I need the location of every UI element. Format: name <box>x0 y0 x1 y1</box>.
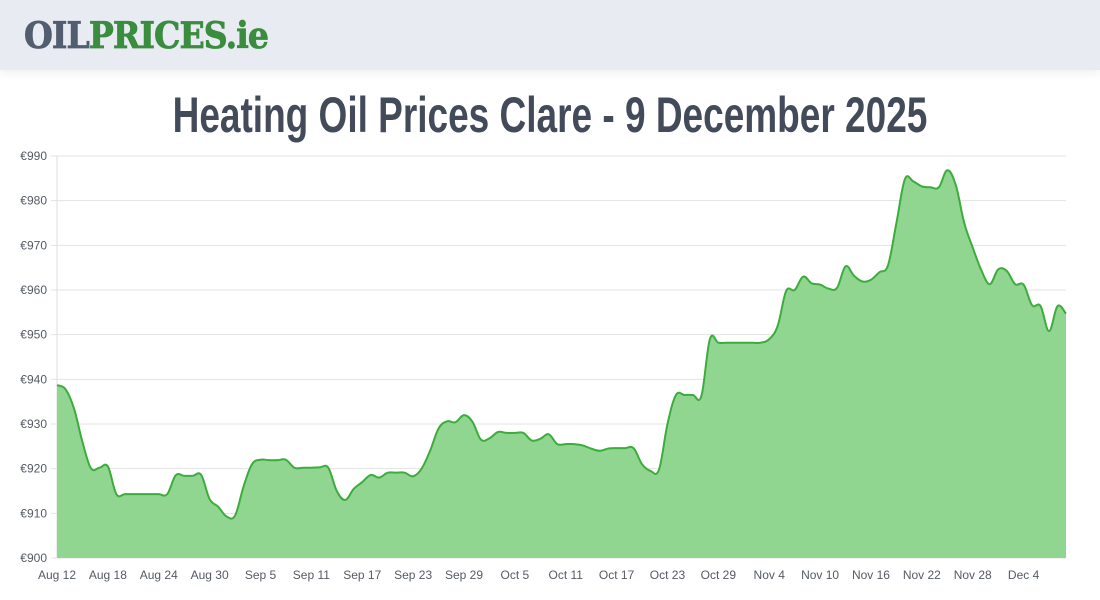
logo-text-oil: OIL <box>24 15 91 57</box>
x-tick-label: Aug 30 <box>191 568 229 582</box>
y-tick-label: €950 <box>20 328 47 342</box>
x-tick-label: Sep 5 <box>245 568 277 582</box>
y-tick-label: €980 <box>20 194 47 208</box>
x-tick-label: Nov 4 <box>754 568 786 582</box>
x-tick-label: Sep 17 <box>343 568 381 582</box>
y-tick-label: €990 <box>20 149 47 163</box>
x-tick-label: Oct 5 <box>501 568 530 582</box>
x-tick-label: Nov 28 <box>954 568 992 582</box>
x-tick-label: Aug 12 <box>38 568 76 582</box>
y-axis: €900 €910 €920 €930 €940 €950 €960 €970 €980 €990 <box>20 149 47 565</box>
y-tick-label: €970 <box>20 238 47 252</box>
x-tick-label: Oct 11 <box>549 568 584 582</box>
y-tick-label: €940 <box>20 372 47 386</box>
x-tick-label: Aug 24 <box>140 568 178 582</box>
x-tick-label: Oct 29 <box>701 568 737 582</box>
page-title: Heating Oil Prices Clare - 9 December 20… <box>172 87 928 143</box>
logo-text-prices: PRICES <box>88 15 227 57</box>
x-tick-label: Nov 16 <box>852 568 890 582</box>
x-tick-label: Dec 4 <box>1008 568 1040 582</box>
price-line[interactable] <box>56 169 1067 520</box>
site-header: OILPRICES.ie <box>0 0 1100 70</box>
x-tick-label: Sep 23 <box>394 568 432 582</box>
site-logo[interactable]: OILPRICES.ie <box>24 15 270 57</box>
x-tick-label: Sep 29 <box>445 568 483 582</box>
price-chart-svg[interactable]: €900 €910 €920 €930 €940 €950 €960 €970 €980 €990… <box>0 140 1100 600</box>
page-title-container: Heating Oil Prices Clare - 9 December 20… <box>0 84 1100 146</box>
x-tick-label: Oct 17 <box>599 568 635 582</box>
y-tick-label: €930 <box>20 417 47 431</box>
logo-text-domain: .ie <box>225 15 269 57</box>
y-tick-label: €960 <box>20 283 47 297</box>
x-tick-label: Nov 10 <box>801 568 839 582</box>
y-tick-label: €920 <box>20 462 47 476</box>
y-tick-label: €910 <box>20 506 47 520</box>
x-axis: Aug 12 Aug 18 Aug 24 Aug 30 Sep 5 Sep 11 Sep 1… <box>38 568 1040 582</box>
y-tick-label: €900 <box>20 551 47 565</box>
x-tick-label: Oct 23 <box>650 568 686 582</box>
x-tick-label: Aug 18 <box>89 568 127 582</box>
price-area-fill <box>57 170 1066 558</box>
x-tick-label: Nov 22 <box>903 568 941 582</box>
price-chart[interactable]: €900 €910 €920 €930 €940 €950 €960 €970 €980 €990… <box>0 140 1100 600</box>
x-tick-label: Sep 11 <box>293 568 330 582</box>
